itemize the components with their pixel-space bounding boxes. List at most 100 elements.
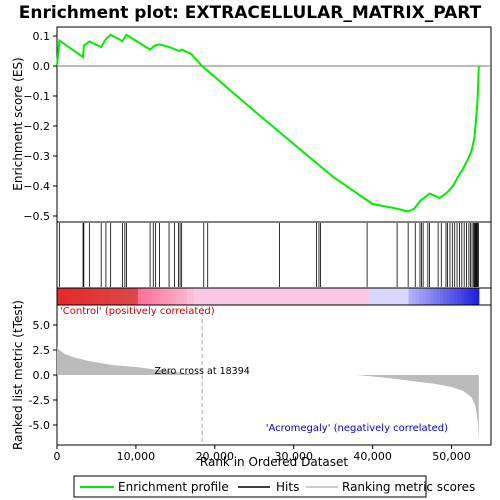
colorbar-segment [341, 288, 346, 305]
colorbar-segment [158, 288, 164, 305]
colorbar-segment [102, 288, 107, 305]
colorbar-segment [429, 288, 434, 305]
colorbar-segment [426, 288, 431, 305]
legend: Enrichment profile Hits Ranking metric s… [73, 475, 475, 498]
colorbar-segment [92, 288, 97, 305]
positive-correlation-label: 'Control' (positively correlated) [60, 306, 215, 317]
colorbar-segment [151, 288, 157, 305]
colorbar-segment [313, 288, 318, 305]
colorbar-segment [443, 288, 448, 305]
colorbar-segment [390, 288, 396, 305]
enrichment-profile-line [56, 33, 480, 213]
colorbar-segment [362, 288, 367, 305]
colorbar-segment [222, 288, 227, 305]
colorbar-segment [264, 288, 269, 305]
colorbar-segment [292, 288, 297, 305]
colorbar-segment [137, 288, 142, 305]
colorbar-segment [408, 288, 413, 305]
colorbar-segment [99, 288, 104, 305]
colorbar-segment [250, 288, 255, 305]
colorbar-segment [281, 288, 287, 305]
colorbar-segment [274, 288, 280, 305]
colorbar-segment [155, 288, 160, 305]
colorbar-segment [468, 288, 473, 305]
colorbar-segment [109, 288, 114, 305]
colorbar-segment [211, 288, 216, 305]
colorbar-segment [450, 288, 455, 305]
metric-ytick-label: 5.0 [33, 319, 51, 332]
colorbar-segment [215, 288, 220, 305]
colorbar-segment [165, 288, 171, 305]
colorbar-segment [436, 288, 441, 305]
colorbar-segment [257, 288, 262, 305]
colorbar-segment [190, 288, 195, 305]
colorbar-segment [162, 288, 167, 305]
colorbar-segment [415, 288, 420, 305]
colorbar-segment [331, 288, 336, 305]
colorbar-segment [169, 288, 174, 305]
colorbar-segment [317, 288, 322, 305]
colorbar-segment [348, 288, 353, 305]
es-ytick-label: 0.1 [33, 30, 51, 43]
colorbar-segment [74, 288, 79, 305]
colorbar-segment [475, 288, 480, 305]
colorbar-segment [239, 288, 244, 305]
colorbar-segment [355, 288, 360, 305]
es-ytick-label: −0.2 [23, 120, 50, 133]
colorbar-segment [411, 288, 417, 305]
colorbar-segment [303, 288, 308, 305]
zero-cross-label: Zero cross at 18394 [154, 366, 249, 377]
colorbar-segment [95, 288, 100, 305]
colorbar-segment [113, 288, 118, 305]
colorbar-segment [253, 288, 258, 305]
colorbar-segment [64, 288, 69, 305]
x-tick-label: 40,000 [353, 450, 392, 463]
colorbar-segment [440, 288, 445, 305]
x-tick-label: 50,000 [432, 450, 471, 463]
colorbar-segment [401, 288, 406, 305]
colorbar-segment [85, 288, 90, 305]
colorbar-segment [345, 288, 350, 305]
hits-panel-frame [56, 221, 492, 289]
colorbar-segment [419, 288, 424, 305]
colorbar-segment [376, 288, 381, 305]
colorbar-segment [78, 288, 83, 305]
x-tick-label: 0 [54, 450, 61, 463]
metric-ylabel: Ranked list metric (tTest) [11, 300, 25, 450]
colorbar-segment [296, 288, 301, 305]
colorbar-segment [327, 288, 332, 305]
colorbar-segment [278, 288, 283, 305]
colorbar-segment [464, 288, 469, 305]
colorbar-segment [471, 288, 476, 305]
colorbar-segment [373, 288, 378, 305]
colorbar-segment [120, 288, 125, 305]
colorbar-segment [422, 288, 427, 305]
colorbar-segment [201, 288, 206, 305]
colorbar-segment [144, 288, 149, 305]
colorbar-segment [246, 288, 251, 305]
colorbar-segment [433, 288, 438, 305]
colorbar-segment [369, 288, 374, 305]
colorbar-segment [285, 288, 290, 305]
colorbar-segment [232, 288, 237, 305]
colorbar-segment [141, 288, 146, 305]
es-ytick-label: 0.0 [33, 60, 51, 73]
colorbar-segment [116, 288, 121, 305]
colorbar-segment [127, 288, 132, 305]
colorbar-segment [338, 288, 343, 305]
colorbar-segment [306, 288, 311, 305]
metric-panel: Zero cross at 18394 'Control' (positivel… [11, 300, 492, 450]
colorbar-segment [197, 288, 202, 305]
colorbar-segment [320, 288, 325, 305]
colorbar-segment [334, 288, 339, 305]
colorbar-segment [387, 288, 392, 305]
colorbar-segment [130, 288, 135, 305]
colorbar-segment [260, 288, 265, 305]
colorbar-segment [394, 288, 399, 305]
colorbar-segment [81, 288, 86, 305]
colorbar-segment [383, 288, 388, 305]
x-tick-label: 10,000 [117, 450, 156, 463]
es-ytick-label: −0.1 [23, 90, 50, 103]
colorbar-segment [194, 288, 199, 305]
es-ylabel: Enrichment score (ES) [11, 57, 25, 190]
